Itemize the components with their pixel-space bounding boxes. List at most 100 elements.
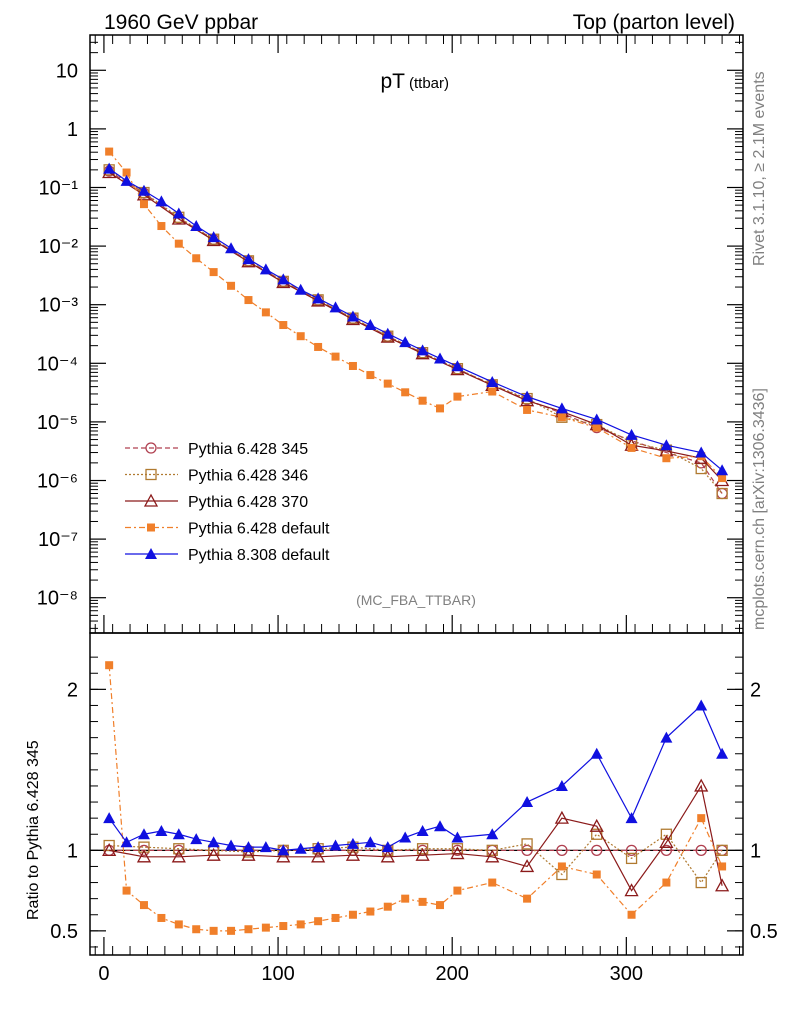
series-3-ratio-point xyxy=(171,849,186,863)
series-4-ratio-point xyxy=(418,897,427,906)
series-4-ratio-point xyxy=(192,925,201,934)
x-tick-label: 300 xyxy=(610,963,643,985)
series-5-point xyxy=(242,253,255,265)
series-4-point xyxy=(523,405,532,414)
series-4-ratio-point xyxy=(557,862,566,871)
upper-tick-label: 10⁻⁵ xyxy=(37,412,78,434)
series-4-ratio-point xyxy=(122,886,131,895)
series-5-point xyxy=(381,327,394,339)
series-4-ratio-point xyxy=(139,901,148,910)
series-4-point xyxy=(139,200,148,209)
series-5-point xyxy=(346,310,359,322)
series-5-ratio-point xyxy=(259,841,272,853)
series-4-ratio-point xyxy=(366,907,375,916)
series-4-point xyxy=(366,371,375,380)
upper-tick-label: 1 xyxy=(67,119,78,141)
series-2-ratio-line xyxy=(109,833,723,884)
series-5-point xyxy=(137,184,150,196)
series-5-point xyxy=(259,263,272,275)
series-4-point xyxy=(331,352,340,361)
lower-tick-label-left: 2 xyxy=(67,679,78,701)
series-3-ratio-point xyxy=(485,849,500,863)
series-5-point xyxy=(695,446,708,458)
upper-tick-label: 10⁻² xyxy=(39,236,79,258)
series-2-point xyxy=(695,462,707,475)
series-4-point xyxy=(105,147,114,156)
series-4-point xyxy=(244,296,253,305)
x-tick-label: 200 xyxy=(436,963,469,985)
lower-panel-frame xyxy=(89,632,744,956)
series-3-ratio-point xyxy=(206,847,221,861)
series-4-point xyxy=(592,423,601,432)
series-4-point xyxy=(348,361,357,370)
legend-label: Pythia 6.428 370 xyxy=(188,494,308,511)
upper-tick-label: 10⁻⁸ xyxy=(37,588,78,610)
series-3-ratio-point xyxy=(345,847,361,861)
series-1-ratio-point xyxy=(660,844,673,856)
upper-tick-label: 10 xyxy=(56,60,78,82)
series-4-ratio-point xyxy=(348,910,357,919)
upper-tick-label: 10⁻¹ xyxy=(39,177,79,199)
series-4-ratio-point xyxy=(279,922,288,931)
series-5-ratio-point xyxy=(312,841,325,853)
series-5-ratio-point xyxy=(346,837,359,849)
series-4-ratio-point xyxy=(261,923,270,932)
series-5-ratio-point xyxy=(294,842,307,854)
series-4-ratio-point xyxy=(331,913,340,922)
series-5-point xyxy=(155,195,168,207)
series-5-ratio-point xyxy=(716,747,729,759)
lower-y-axis-label: Ratio to Pythia 6.428 345 xyxy=(25,740,42,920)
series-5-ratio-point xyxy=(103,812,116,824)
series-5-ratio-point xyxy=(155,825,168,837)
series-4-point xyxy=(627,443,636,452)
series-5-point xyxy=(103,162,116,174)
series-4-point xyxy=(296,332,305,341)
legend-label: Pythia 6.428 default xyxy=(188,521,330,538)
series-5-point xyxy=(399,336,412,348)
series-4-point xyxy=(662,454,671,463)
series-5-ratio-point xyxy=(242,841,255,853)
series-5-ratio-point xyxy=(625,812,638,824)
series-2-ratio-point xyxy=(695,876,707,889)
series-1-ratio-point xyxy=(521,844,533,856)
series-4-ratio-point xyxy=(383,902,392,911)
series-4-point xyxy=(261,308,270,317)
series-5-ratio-point xyxy=(225,839,238,851)
series-3-ratio-point xyxy=(715,878,730,892)
series-4-ratio-point xyxy=(314,917,323,926)
legend-label: Pythia 8.308 default xyxy=(188,547,330,564)
analysis-label: (MC_FBA_TTBAR) xyxy=(356,592,476,608)
lower-series-group xyxy=(102,661,730,935)
series-2-point xyxy=(716,487,728,500)
series-3-ratio-point xyxy=(102,842,117,856)
series-4-ratio-point xyxy=(227,926,236,935)
series-5-ratio-point xyxy=(277,844,290,856)
header-energy-label: 1960 GeV ppbar xyxy=(104,11,258,34)
series-3-ratio-point xyxy=(624,883,639,897)
lower-y-ticks: 0.5 0.5 1 1 2 2 xyxy=(50,656,778,948)
series-4-point xyxy=(453,392,462,401)
series-5-ratio-point xyxy=(137,828,150,840)
series-4-point xyxy=(192,254,201,263)
series-5-point xyxy=(590,413,603,425)
legend-label: Pythia 6.428 345 xyxy=(188,441,308,458)
series-4-point xyxy=(488,387,497,396)
series-5-point xyxy=(190,220,203,232)
series-5-ratio-point xyxy=(120,836,133,848)
upper-panel: 10 1 10⁻¹ 10⁻² 10⁻³ 10⁻⁴ 10⁻⁵ 10⁻⁶ 10⁻⁷ 10⁻⁸ pT (… xyxy=(37,34,744,634)
series-5-ratio-point xyxy=(364,836,377,848)
lower-tick-label-right: 2 xyxy=(750,679,761,701)
series-5-point xyxy=(416,344,429,356)
lower-panel: 0.5 0.5 1 1 2 2 Ratio to Pythia 6.428 345 xyxy=(25,632,778,956)
series-5-ratio-point xyxy=(590,747,603,759)
series-5-ratio-line xyxy=(108,704,723,851)
series-3-ratio-point xyxy=(380,849,395,863)
rivet-version-label: Rivet 3.1.10, ≥ 2.1M events xyxy=(751,71,768,266)
x-tick-label: 0 xyxy=(98,963,109,985)
series-5-ratio-point xyxy=(660,731,673,743)
chart-subtitle: (ttbar) xyxy=(409,75,449,92)
series-2-ratio-point xyxy=(716,844,728,856)
series-5-point xyxy=(451,360,464,372)
series-5-ratio-point xyxy=(416,825,429,837)
